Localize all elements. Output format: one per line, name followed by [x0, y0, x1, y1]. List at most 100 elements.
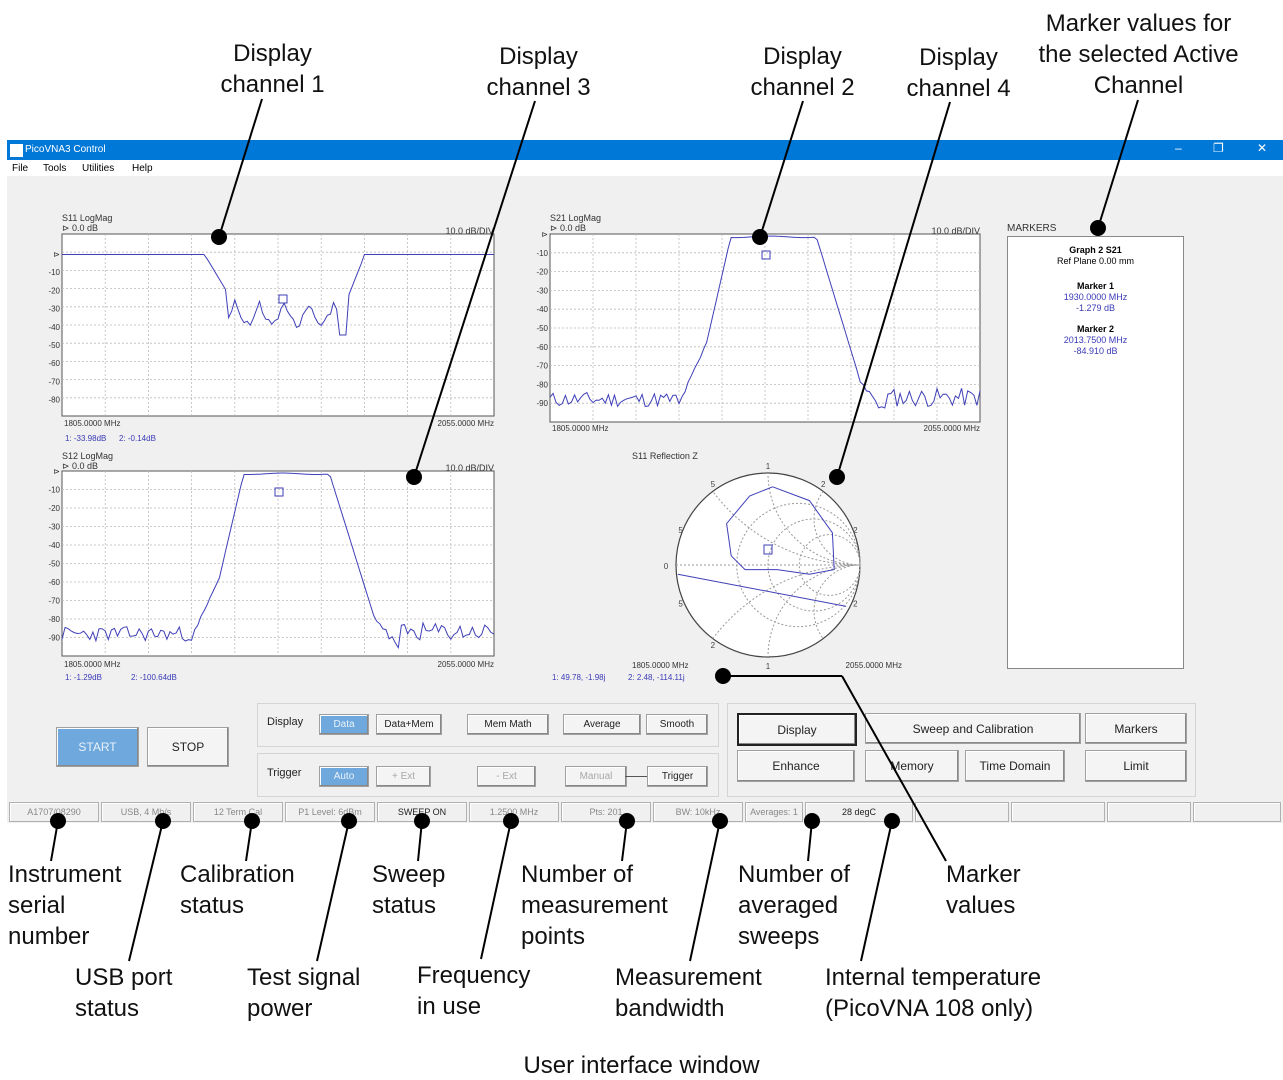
- callout-internal-temperature: Internal temperature (PicoVNA 108 only): [825, 964, 1042, 1022]
- ch3-xend: 2055.0000 MHz: [438, 660, 494, 669]
- smith-axis-label: 5: [678, 526, 683, 535]
- callout-marker-values-active-channel: Marker values for the selected Active Ch…: [1038, 10, 1239, 99]
- markers-button[interactable]: Markers: [1085, 713, 1187, 744]
- callout-test-signal-power: Test signal power: [247, 964, 361, 1022]
- callout-averaged-sweeps: Number of averaged sweeps: [738, 861, 851, 950]
- display-channel-1[interactable]: S11 LogMag ⊳ 0.0 dB 10.0 dB/DIV ⊳-10-20-…: [48, 213, 495, 443]
- sweep-calibration-button[interactable]: Sweep and Calibration: [865, 713, 1081, 744]
- status-power: P1 Level: 6dBm: [285, 802, 375, 822]
- restore-icon[interactable]: ❐: [1213, 141, 1224, 155]
- smith-marker-1: [763, 544, 773, 555]
- smith-axis-label: 5: [678, 599, 683, 608]
- ch1-xend: 2055.0000 MHz: [438, 419, 494, 428]
- y-tick-label: ⊳: [53, 250, 60, 259]
- callout-display-channel-2: Display channel 2: [750, 43, 855, 101]
- display-smooth-button[interactable]: Smooth: [646, 714, 708, 735]
- menu-help[interactable]: Help: [132, 163, 153, 174]
- status-serial: A1707/08290: [9, 802, 99, 822]
- ch2-ref: ⊳ 0.0 dB: [550, 223, 586, 233]
- status-sweep: SWEEP ON: [377, 802, 467, 822]
- ch3-marker-readout-2: 2: -100.64dB: [131, 673, 177, 682]
- y-tick-label: -90: [48, 634, 60, 643]
- callout-display-channel-1: Display channel 1: [220, 40, 325, 98]
- display-channel-3[interactable]: S12 LogMag ⊳ 0.0 dB 10.0 dB/DIV ⊳-10-20-…: [48, 451, 495, 682]
- trigger-button[interactable]: Trigger: [647, 766, 708, 787]
- marker-1-frequency: 1930.0000 MHz: [1063, 292, 1128, 302]
- ch1-marker-readout-2: 2: -0.14dB: [119, 434, 156, 443]
- menu-bar: File Tools Utilities Help: [7, 160, 1283, 176]
- minimize-icon[interactable]: –: [1175, 141, 1182, 155]
- ch3-trace: [61, 472, 495, 650]
- callout-calibration-status: Calibration status: [180, 861, 295, 919]
- display-button[interactable]: Display: [737, 713, 857, 746]
- ch2-xend: 2055.0000 MHz: [924, 424, 980, 433]
- y-tick-label: -20: [48, 286, 60, 295]
- smith-axis-label: 2: [711, 641, 716, 650]
- callout-frequency-in-use: Frequency in use: [417, 962, 531, 1020]
- trigger-minus-ext-button[interactable]: - Ext: [477, 766, 536, 787]
- start-button[interactable]: START: [56, 727, 139, 767]
- window-title: PicoVNA3 Control: [25, 144, 106, 155]
- status-points: Pts: 201: [561, 802, 651, 822]
- y-tick-label: -50: [48, 560, 60, 569]
- y-tick-label: ⊳: [541, 230, 548, 239]
- ch4-xstart: 1805.0000 MHz: [632, 661, 688, 670]
- trigger-group-label: Trigger: [267, 767, 302, 779]
- display-channel-4[interactable]: S11 Reflection Z 1 2 5 2 5 0 2 5 1 2 1805.0000 MH…: [552, 197, 1044, 736]
- y-tick-label: -10: [48, 486, 60, 495]
- smith-axis-label: 2: [821, 480, 826, 489]
- smith-axis-label: 2: [853, 526, 858, 535]
- display-data-button[interactable]: Data: [319, 714, 369, 735]
- trigger-plus-ext-button[interactable]: + Ext: [376, 766, 431, 787]
- markers-ref-plane: Ref Plane 0.00 mm: [1056, 256, 1135, 266]
- close-icon[interactable]: ✕: [1257, 141, 1268, 155]
- menu-tools[interactable]: Tools: [43, 163, 67, 174]
- y-tick-label: -10: [48, 268, 60, 277]
- callout-usb-port-status: USB port status: [75, 964, 173, 1022]
- trigger-auto-button[interactable]: Auto: [319, 766, 369, 787]
- y-tick-label: -80: [48, 396, 60, 405]
- ch2-title: S21 LogMag: [550, 213, 601, 223]
- y-tick-label: -90: [536, 399, 548, 408]
- y-tick-label: -20: [536, 268, 548, 277]
- marker-2-label: Marker 2: [1076, 324, 1115, 334]
- smith-axis-label: 1: [766, 462, 771, 471]
- status-averages: Averages: 1: [745, 802, 803, 822]
- ch3-title: S12 LogMag: [62, 451, 113, 461]
- ch1-ref: ⊳ 0.0 dB: [62, 223, 98, 233]
- limit-button[interactable]: Limit: [1085, 750, 1187, 782]
- trigger-manual-button[interactable]: Manual: [565, 766, 627, 787]
- display-group: [257, 703, 719, 747]
- ch4-xend: 2055.0000 MHz: [846, 661, 902, 670]
- menu-file[interactable]: File: [12, 163, 29, 174]
- smith-reactance-arc: [813, 473, 860, 566]
- ch3-xstart: 1805.0000 MHz: [64, 660, 120, 669]
- display-average-button[interactable]: Average: [563, 714, 641, 735]
- ch2-marker-1: [761, 250, 771, 260]
- y-tick-label: -20: [48, 504, 60, 513]
- memory-button[interactable]: Memory: [865, 750, 959, 782]
- ch1-marker-1: [278, 294, 288, 304]
- menu-utilities[interactable]: Utilities: [82, 163, 115, 174]
- ch2-scale: 10.0 dB/DIV: [931, 226, 980, 236]
- display-group-label: Display: [267, 716, 304, 728]
- app-icon: [10, 144, 23, 157]
- marker-2-frequency: 2013.7500 MHz: [1063, 335, 1128, 345]
- ch1-title: S11 LogMag: [62, 213, 112, 223]
- status-bandwidth: BW: 10kHz: [653, 802, 743, 822]
- ch1-xstart: 1805.0000 MHz: [64, 419, 120, 428]
- display-data-mem-button[interactable]: Data+Mem: [376, 714, 442, 735]
- smith-axis-label: 2: [853, 599, 858, 608]
- enhance-button[interactable]: Enhance: [737, 750, 855, 782]
- figure-caption: User interface window: [523, 1052, 760, 1079]
- y-tick-label: -50: [536, 324, 548, 333]
- stop-button[interactable]: STOP: [147, 727, 229, 767]
- time-domain-button[interactable]: Time Domain: [965, 750, 1065, 782]
- status-usb: USB, 4 Mb/s: [101, 802, 191, 822]
- ch4-title: S11 Reflection Z: [632, 451, 698, 461]
- display-channel-2[interactable]: S21 LogMag ⊳ 0.0 dB 10.0 dB/DIV ⊳ -10 -20 -…: [536, 213, 981, 433]
- title-bar: PicoVNA3 Control – ❐ ✕: [7, 140, 1283, 160]
- display-mem-math-button[interactable]: Mem Math: [467, 714, 549, 735]
- smith-trace: [726, 486, 835, 575]
- y-tick-label: -40: [536, 305, 548, 314]
